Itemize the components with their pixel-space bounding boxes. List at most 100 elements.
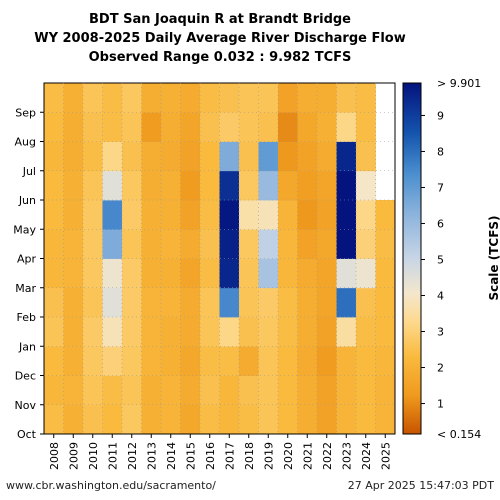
heatmap-cell	[278, 141, 298, 172]
x-tick-label: 2009	[67, 442, 80, 470]
heatmap-cell	[141, 170, 162, 201]
heatmap-cell	[317, 317, 337, 347]
heatmap-cell	[336, 287, 357, 318]
heatmap-cell	[336, 404, 357, 435]
heatmap-cell	[141, 375, 162, 406]
heatmap-cell	[102, 287, 123, 318]
heatmap-cell	[83, 229, 103, 259]
heatmap-cell	[258, 346, 279, 376]
x-tick-label: 2025	[379, 442, 392, 470]
x-tick-label: 2016	[204, 442, 217, 470]
heatmap-cell	[102, 170, 123, 201]
heatmap-cell	[44, 83, 64, 113]
heatmap-cell	[356, 170, 376, 201]
heatmap-cell	[219, 287, 240, 318]
x-tick-label: 2024	[360, 442, 373, 470]
heatmap-cell	[200, 317, 220, 347]
heatmap-cell	[317, 287, 337, 318]
heatmap-cell	[83, 258, 103, 289]
heatmap-cell	[336, 375, 357, 406]
heatmap-cell	[297, 141, 318, 172]
heatmap-cell	[219, 317, 240, 347]
heatmap-cell	[336, 112, 357, 142]
heatmap-cell	[161, 83, 181, 113]
heatmap-cell	[297, 258, 318, 289]
heatmap-cell	[180, 112, 201, 142]
heatmap-cells	[44, 83, 396, 435]
heatmap-cell	[141, 317, 162, 347]
heatmap-cell	[122, 375, 142, 406]
heatmap-cell	[297, 112, 318, 142]
heatmap-cell	[200, 258, 220, 289]
heatmap-cell	[141, 287, 162, 318]
heatmap-cell	[317, 375, 337, 406]
heatmap-cell	[44, 375, 64, 406]
heatmap-cell	[297, 83, 318, 113]
heatmap-cell	[356, 229, 376, 259]
x-tick-label: 2013	[145, 442, 158, 470]
heatmap-cell	[219, 83, 240, 113]
heatmap-cell	[122, 404, 142, 435]
heatmap-cell	[278, 229, 298, 259]
heatmap-cell	[141, 346, 162, 376]
heatmap-cell	[141, 258, 162, 289]
heatmap-cell	[83, 375, 103, 406]
y-tick-label: Aug	[15, 136, 36, 149]
heatmap-cell	[122, 346, 142, 376]
heatmap-cell	[375, 317, 396, 347]
colorbar-top-label: > 9.901	[437, 77, 481, 90]
heatmap-cell	[83, 112, 103, 142]
heatmap-cell	[375, 287, 396, 318]
heatmap-cell	[200, 200, 220, 230]
x-tick-label: 2020	[282, 442, 295, 470]
heatmap-cell	[239, 112, 259, 142]
heatmap-cell	[258, 170, 279, 201]
grid	[44, 83, 395, 434]
heatmap-cell	[200, 112, 220, 142]
colorbar-tick-label: 1	[437, 398, 444, 411]
heatmap-cell	[336, 229, 357, 259]
heatmap-cell	[278, 112, 298, 142]
heatmap-cell	[317, 346, 337, 376]
heatmap-cell	[141, 229, 162, 259]
heatmap-cell	[180, 229, 201, 259]
heatmap-cell	[83, 170, 103, 201]
heatmap-cell	[44, 404, 64, 435]
heatmap-cell	[336, 141, 357, 172]
heatmap-cell	[63, 346, 84, 376]
heatmap-cell	[219, 229, 240, 259]
heatmap-cell	[258, 258, 279, 289]
y-tick-label: Nov	[15, 399, 37, 412]
heatmap-cell	[297, 317, 318, 347]
heatmap-cell	[141, 112, 162, 142]
heatmap-cell	[44, 229, 64, 259]
heatmap-cell	[219, 170, 240, 201]
heatmap-cell	[375, 258, 396, 289]
heatmap-cell	[317, 404, 337, 435]
heatmap-cell	[219, 346, 240, 376]
heatmap-cell	[161, 346, 181, 376]
heatmap-cell	[239, 317, 259, 347]
heatmap-cell	[356, 258, 376, 289]
colorbar-label: Scale (TCFS)	[487, 215, 500, 300]
heatmap-cell	[161, 112, 181, 142]
heatmap-cell	[258, 375, 279, 406]
heatmap-cell	[161, 404, 181, 435]
heatmap-cell	[83, 317, 103, 347]
heatmap-cell	[258, 404, 279, 435]
heatmap-cell	[161, 229, 181, 259]
colorbar-tick-label: 6	[437, 217, 444, 230]
heatmap-cell	[278, 200, 298, 230]
heatmap-cell	[161, 317, 181, 347]
heatmap-cell	[180, 404, 201, 435]
heatmap-cell	[336, 258, 357, 289]
heatmap-cell	[122, 258, 142, 289]
heatmap-cell	[122, 229, 142, 259]
colorbar	[402, 82, 422, 435]
heatmap-cell	[44, 112, 64, 142]
heatmap-cell	[161, 200, 181, 230]
footer-url[interactable]: www.cbr.washington.edu/sacramento/	[6, 479, 216, 492]
x-tick-label: 2014	[165, 442, 178, 470]
heatmap-cell	[102, 229, 123, 259]
